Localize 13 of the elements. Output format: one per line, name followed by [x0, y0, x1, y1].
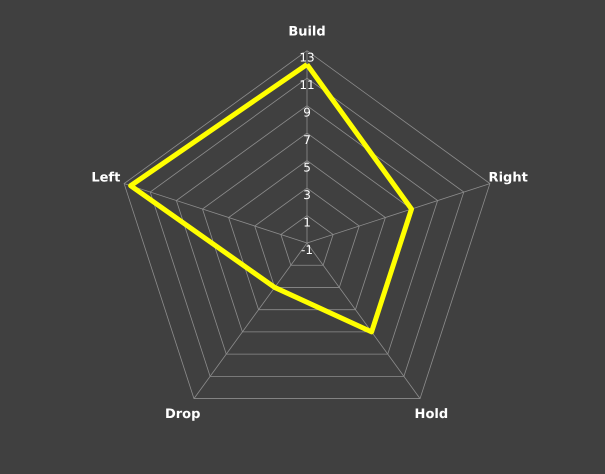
y-tick-label: 3: [303, 188, 311, 202]
spoke-label: Hold: [414, 407, 448, 422]
y-tick-label: -1: [301, 243, 313, 257]
spoke-label: Drop: [164, 407, 200, 422]
y-tick-label: 5: [303, 160, 311, 175]
y-tick-label: 7: [303, 133, 311, 148]
y-tick-label: 13: [299, 50, 315, 65]
y-tick-label: 9: [303, 106, 311, 120]
spoke-label: Right: [488, 170, 528, 186]
y-tick-label: 11: [299, 78, 315, 92]
spoke-label: Build: [288, 24, 326, 40]
spoke-label: Left: [91, 170, 120, 186]
y-tick-label: 1: [303, 216, 311, 230]
